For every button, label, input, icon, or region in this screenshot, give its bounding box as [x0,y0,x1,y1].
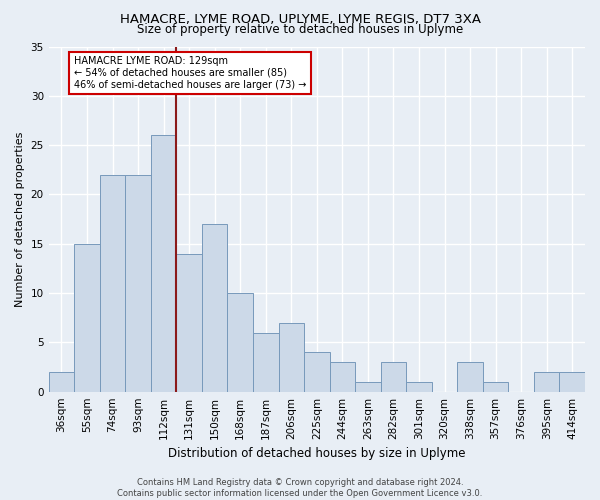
Bar [202,224,227,392]
Text: Size of property relative to detached houses in Uplyme: Size of property relative to detached ho… [137,22,463,36]
Bar [49,372,74,392]
Bar [329,362,355,392]
Y-axis label: Number of detached properties: Number of detached properties [15,132,25,307]
Text: HAMACRE LYME ROAD: 129sqm
← 54% of detached houses are smaller (85)
46% of semi-: HAMACRE LYME ROAD: 129sqm ← 54% of detac… [74,56,307,90]
Bar [457,362,483,392]
Bar [151,136,176,392]
Text: HAMACRE, LYME ROAD, UPLYME, LYME REGIS, DT7 3XA: HAMACRE, LYME ROAD, UPLYME, LYME REGIS, … [119,12,481,26]
Bar [380,362,406,392]
Bar [534,372,559,392]
Bar [483,382,508,392]
Bar [304,352,329,392]
Bar [355,382,380,392]
Bar [278,322,304,392]
Bar [227,293,253,392]
Bar [559,372,585,392]
Bar [125,174,151,392]
Bar [406,382,432,392]
X-axis label: Distribution of detached houses by size in Uplyme: Distribution of detached houses by size … [168,447,466,460]
Text: Contains HM Land Registry data © Crown copyright and database right 2024.
Contai: Contains HM Land Registry data © Crown c… [118,478,482,498]
Bar [100,174,125,392]
Bar [176,254,202,392]
Bar [74,244,100,392]
Bar [253,332,278,392]
